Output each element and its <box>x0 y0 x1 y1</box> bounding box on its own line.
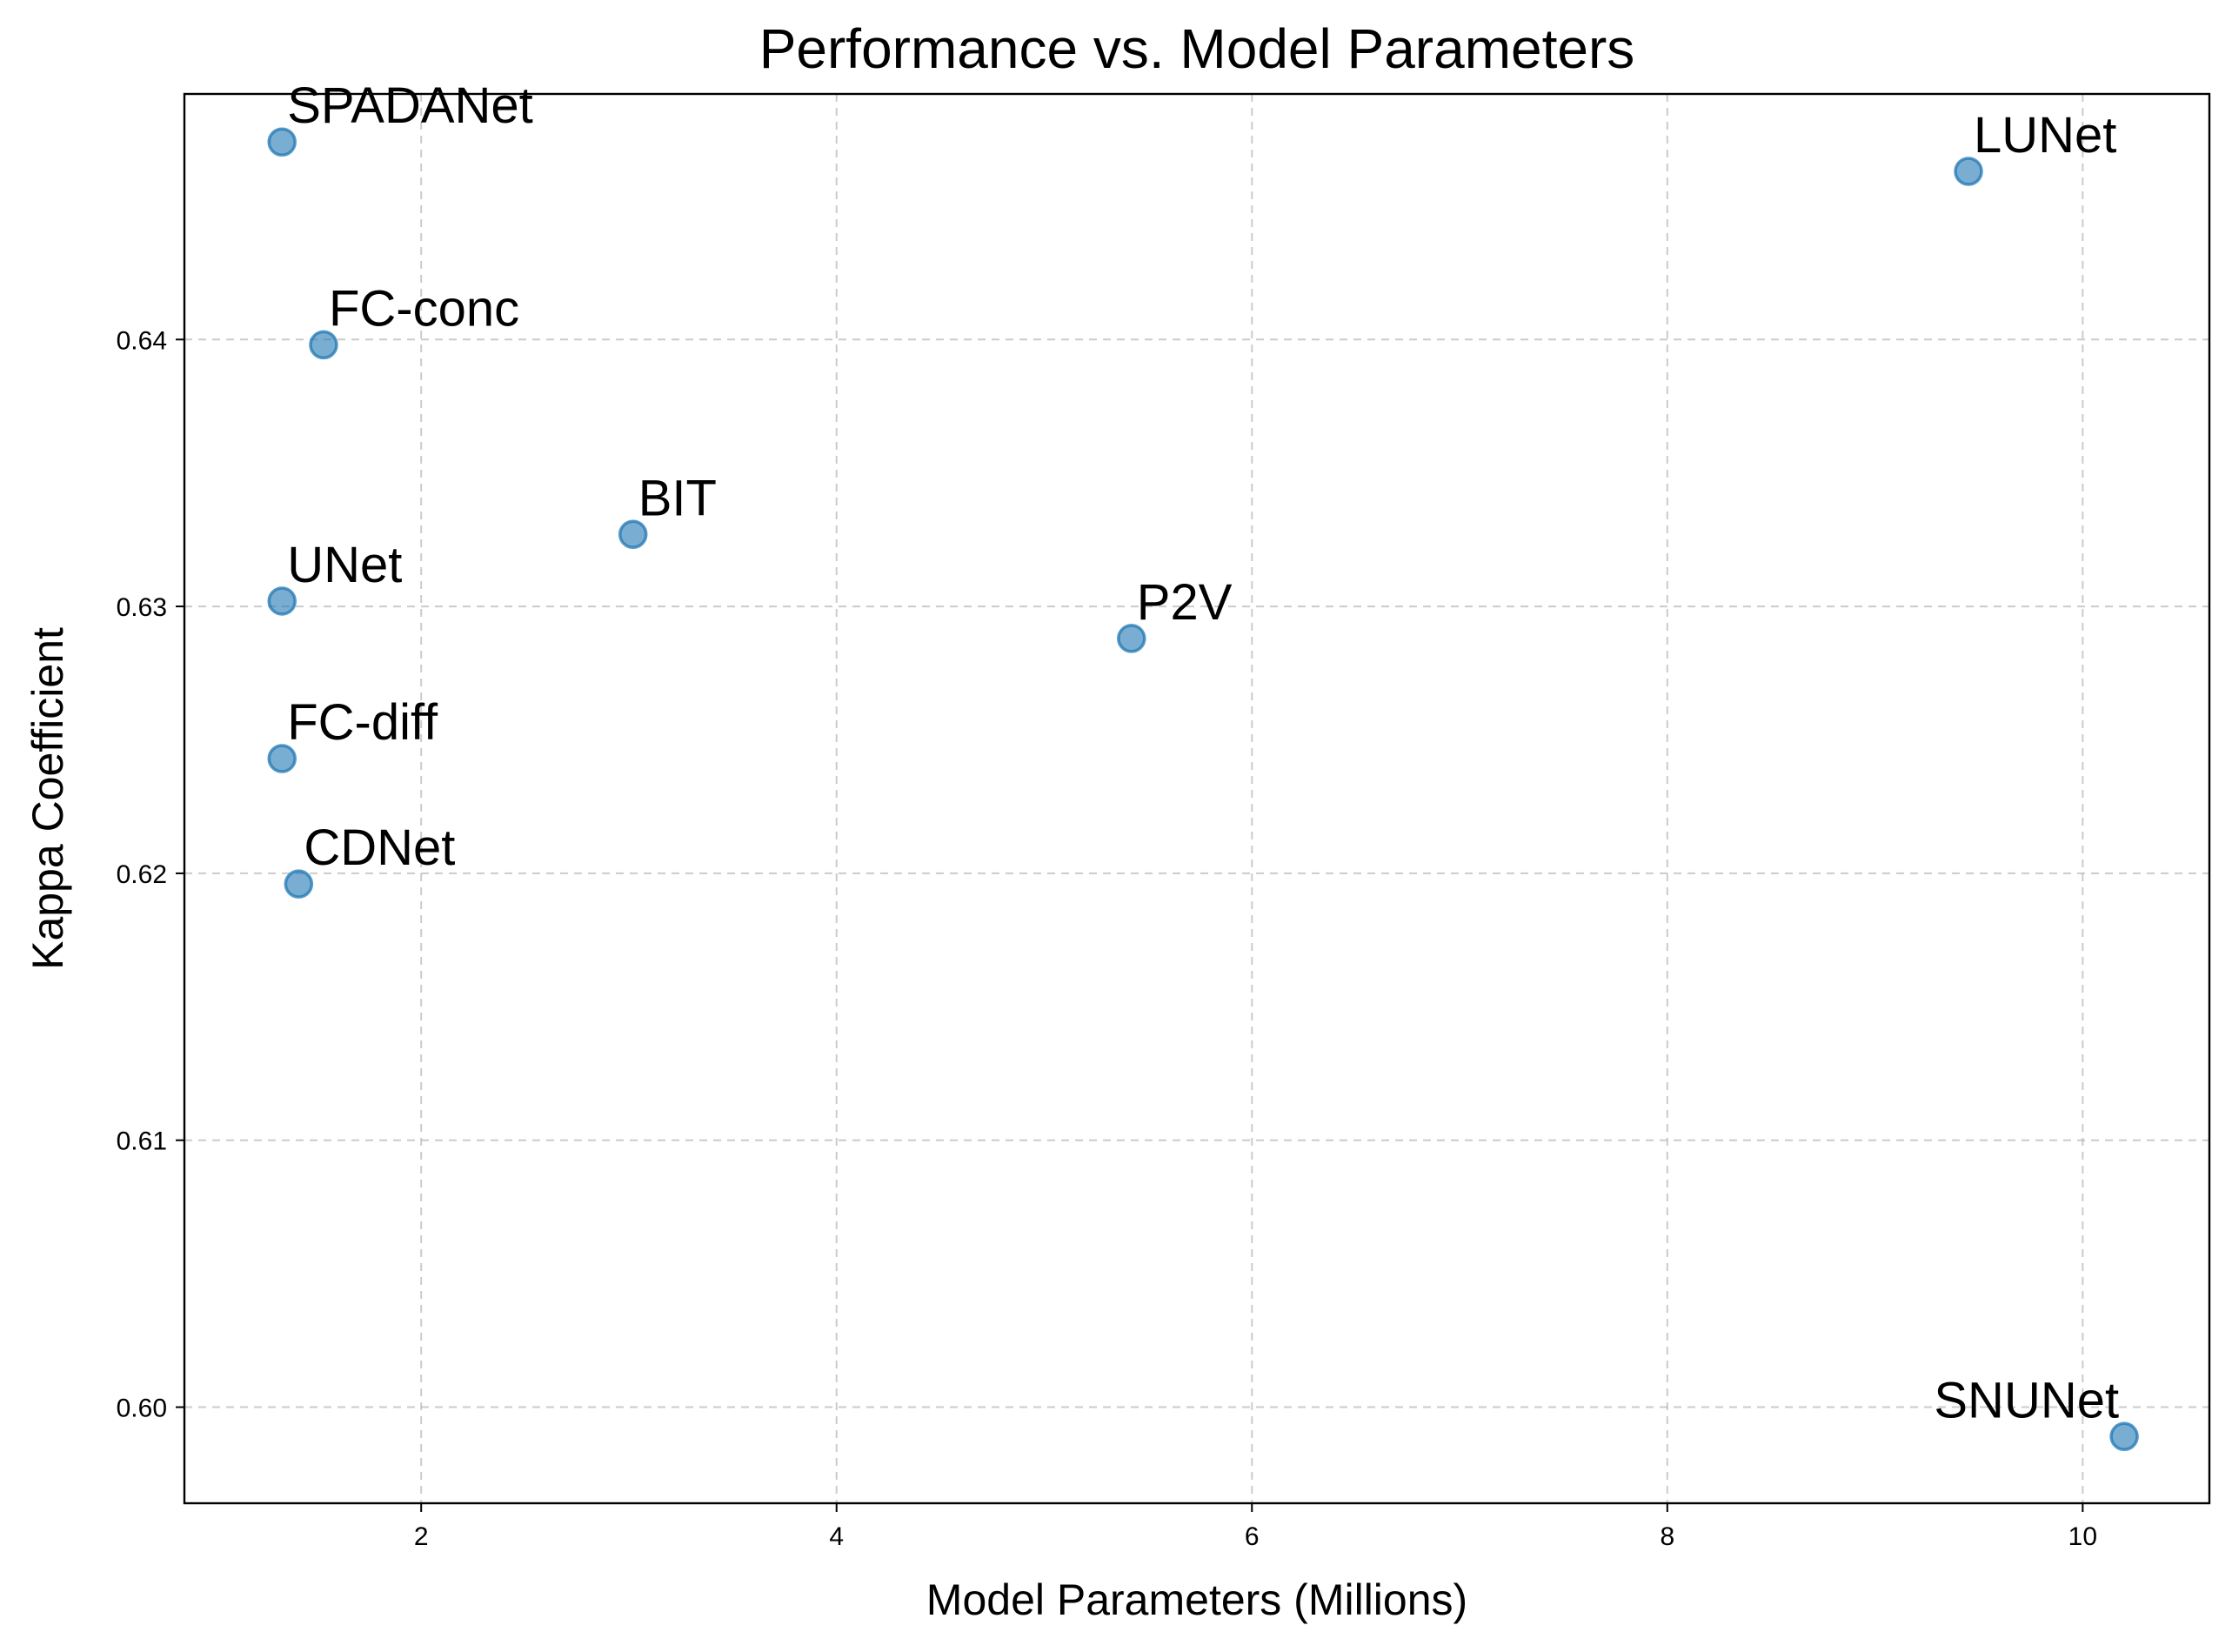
point-label-bit: BIT <box>638 470 717 526</box>
y-tick-label: 0.61 <box>117 1127 167 1156</box>
point-label-fc-diff: FC-diff <box>287 694 438 751</box>
y-tick-label: 0.64 <box>117 326 167 355</box>
x-tick-label: 4 <box>829 1522 844 1551</box>
y-tick-label: 0.62 <box>117 860 167 889</box>
chart-title: Performance vs. Model Parameters <box>759 17 1635 80</box>
data-point-fc-conc <box>309 330 338 360</box>
plot-frame <box>183 92 2211 1505</box>
point-label-unet: UNet <box>287 537 402 593</box>
data-point-spadanet <box>267 127 297 157</box>
x-tick-label: 6 <box>1245 1522 1260 1551</box>
data-point-p2v <box>1117 624 1146 653</box>
grid <box>184 94 2209 1503</box>
data-points <box>267 127 2139 1452</box>
data-point-lunet <box>1954 157 1983 186</box>
x-tick-label: 10 <box>2068 1522 2097 1551</box>
point-labels: SPADANet LUNet FC-conc BIT UNet P2V FC-diff CDN… <box>287 77 2119 1428</box>
x-tick-label: 8 <box>1660 1522 1674 1551</box>
ticks: 2 4 6 8 10 0.60 0.61 0.62 0.63 0.64 <box>117 326 2097 1551</box>
point-label-fc-conc: FC-conc <box>329 280 519 337</box>
point-label-snunet: SNUNet <box>1934 1372 2119 1428</box>
x-axis-label: Model Parameters (Millions) <box>926 1575 1467 1624</box>
point-label-cdnet: CDNet <box>304 819 455 876</box>
y-axis-label: Kappa Coefficient <box>23 627 72 970</box>
data-point-cdnet <box>284 869 314 899</box>
y-tick-label: 0.60 <box>117 1395 167 1423</box>
data-point-snunet <box>2109 1421 2139 1452</box>
data-point-bit <box>618 519 648 549</box>
point-label-spadanet: SPADANet <box>287 77 533 134</box>
point-label-p2v: P2V <box>1137 574 1233 631</box>
y-tick-label: 0.63 <box>117 593 167 622</box>
data-point-unet <box>267 586 297 616</box>
x-tick-label: 2 <box>414 1522 429 1551</box>
data-point-fc-diff <box>267 744 297 773</box>
point-label-lunet: LUNet <box>1974 107 2116 164</box>
